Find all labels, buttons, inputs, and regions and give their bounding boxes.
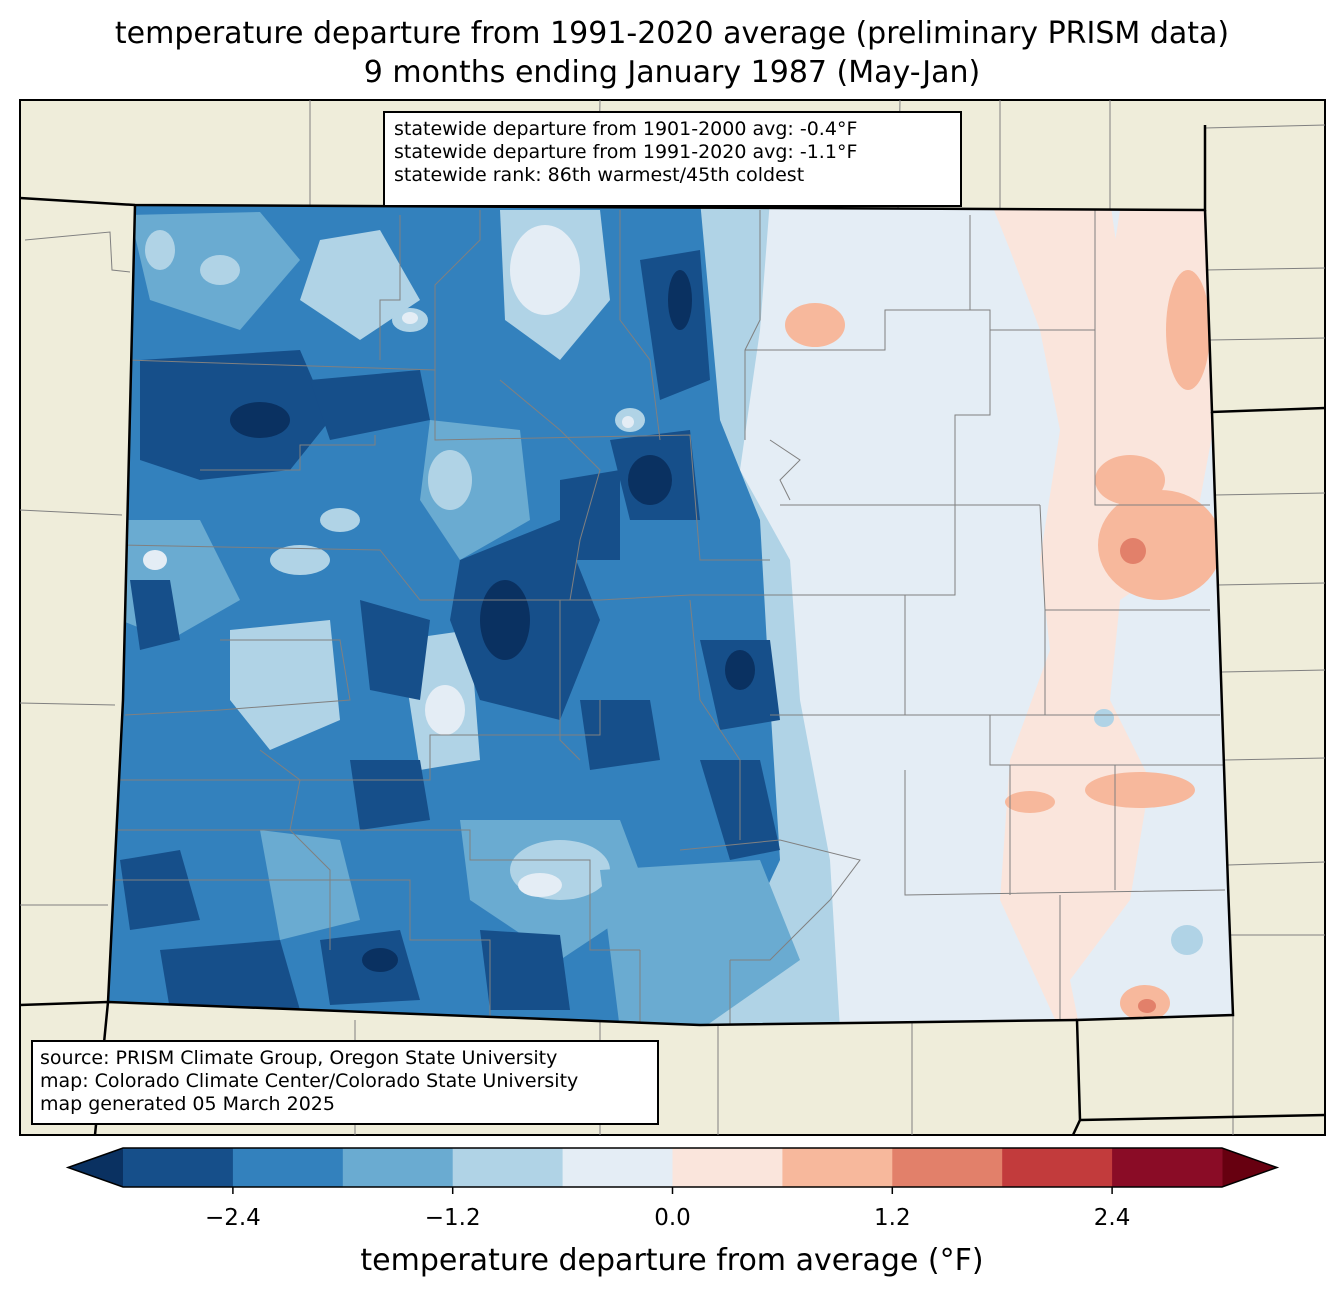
colorbar-tick-label: −2.4 — [204, 1205, 261, 1231]
colorbar-segment — [1002, 1148, 1113, 1187]
colorbar-tick-label: 0.0 — [654, 1205, 691, 1231]
colorbar-segment — [452, 1148, 564, 1187]
warm-pocket — [1085, 772, 1195, 808]
colorbar-extend-over — [1222, 1148, 1277, 1187]
colorbar-segment — [892, 1148, 1003, 1187]
colorbar-tick-label: −1.2 — [424, 1205, 481, 1231]
temperature-field — [108, 205, 1233, 1025]
colorbar-tick-label: 1.2 — [874, 1205, 911, 1231]
warm-pocket — [1098, 490, 1222, 600]
colorbar-segment — [232, 1148, 344, 1187]
county-lines — [110, 210, 1226, 1025]
title-line-1: temperature departure from 1991-2020 ave… — [114, 16, 1230, 51]
credits-box: source: PRISM Climate Group, Oregon Stat… — [31, 1040, 659, 1125]
stats-line-1901-2000: statewide departure from 1901-2000 avg: … — [394, 118, 858, 140]
colorbar — [65, 1147, 1280, 1194]
colorbar-label: temperature departure from average (°F) — [360, 1243, 984, 1278]
stats-line-1991-2020: statewide departure from 1991-2020 avg: … — [394, 141, 858, 163]
warm-pocket — [1138, 999, 1156, 1013]
colorbar-segment — [672, 1148, 783, 1187]
colorbar-segment — [123, 1148, 234, 1187]
colorbar-segment — [562, 1148, 673, 1187]
colorbar-tick-label: 2.4 — [1093, 1205, 1131, 1231]
colorbar-segment — [782, 1148, 893, 1187]
title-line-2: 9 months ending January 1987 (May-Jan) — [363, 55, 981, 90]
warm-pocket — [1166, 270, 1210, 390]
colorbar-segment — [342, 1148, 454, 1187]
warm-pocket — [1120, 538, 1146, 564]
credits-source: source: PRISM Climate Group, Oregon Stat… — [40, 1047, 558, 1069]
statewide-stats-box: statewide departure from 1901-2000 avg: … — [383, 111, 962, 207]
credits-map: map: Colorado Climate Center/Colorado St… — [40, 1070, 579, 1092]
warm-pocket — [785, 303, 845, 347]
stats-line-rank: statewide rank: 86th warmest/45th coldes… — [394, 164, 805, 186]
warm-pocket — [1005, 791, 1055, 813]
colorbar-outline — [65, 1147, 1280, 1188]
credits-generated: map generated 05 March 2025 — [40, 1093, 335, 1115]
colorbar-extend-under — [68, 1148, 123, 1187]
colorbar-segment — [1112, 1148, 1223, 1187]
warm-pocket — [1095, 455, 1165, 505]
